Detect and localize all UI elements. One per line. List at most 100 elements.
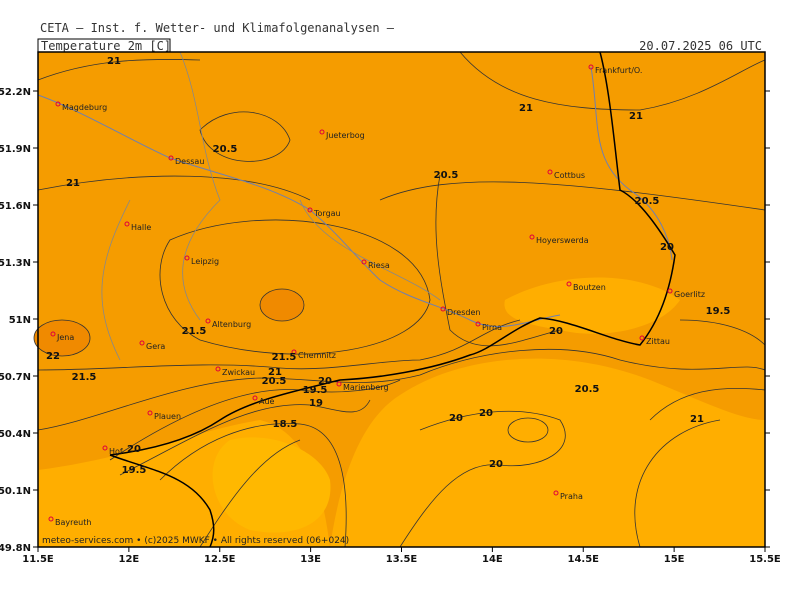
field-cool-south — [212, 437, 331, 533]
city-marker — [50, 331, 56, 337]
contour-label: 19.5 — [706, 306, 731, 317]
x-tick-label: 13E — [300, 554, 321, 565]
city-marker — [48, 516, 54, 522]
isotherm — [37, 349, 766, 431]
city-marker — [667, 288, 673, 294]
city-marker — [639, 335, 645, 341]
city-label: Goerlitz — [674, 290, 705, 299]
city-label: Zittau — [646, 337, 670, 346]
city-marker — [588, 64, 594, 70]
river — [37, 94, 561, 327]
x-tick-label: 13.5E — [386, 554, 418, 565]
contour-label: 20 — [479, 408, 493, 419]
city-label: Jena — [56, 333, 74, 342]
city-marker — [566, 281, 572, 287]
contour-label: 20.5 — [575, 384, 600, 395]
contour-label: 21 — [66, 178, 80, 189]
y-tick-label: 52.2N — [0, 87, 31, 98]
city-marker — [336, 381, 342, 387]
city-marker — [252, 395, 258, 401]
city-label: Dessau — [175, 157, 204, 166]
city-label: Boutzen — [573, 283, 606, 292]
contour-label: 20 — [449, 413, 463, 424]
city-label: Altenburg — [212, 320, 251, 329]
isotherm — [634, 319, 766, 548]
city-marker — [361, 259, 367, 265]
contour-label: 22 — [46, 351, 60, 362]
contour-label: 18.5 — [273, 419, 298, 430]
x-tick-label: 14E — [482, 554, 503, 565]
isotherm — [37, 319, 521, 371]
isotherm — [159, 219, 431, 355]
city-label: Plauen — [154, 412, 181, 421]
contour-label: 20.5 — [434, 170, 459, 181]
x-tick-label: 14.5E — [567, 554, 599, 565]
city-label: Magdeburg — [62, 103, 107, 112]
city-marker — [529, 234, 535, 240]
isotherm — [399, 410, 566, 548]
contour-label: 19 — [309, 398, 323, 409]
border — [109, 454, 215, 548]
city-marker — [184, 255, 190, 261]
contour-label: 19.5 — [122, 465, 147, 476]
border — [109, 51, 676, 456]
x-tick-label: 15E — [664, 554, 685, 565]
isotherm — [159, 423, 347, 548]
contour-label: 20 — [318, 376, 332, 387]
city-marker — [102, 445, 108, 451]
city-marker — [291, 349, 297, 355]
city-label: Aue — [259, 397, 275, 406]
isotherm — [109, 379, 401, 476]
city-label: Riesa — [368, 261, 390, 270]
y-tick-label: 51.9N — [0, 144, 31, 155]
city-label: Praha — [560, 492, 583, 501]
contour-label: 21 — [107, 56, 121, 67]
city-marker — [440, 306, 446, 312]
city-label: Zwickau — [222, 368, 255, 377]
city-label: Chemnitz — [298, 351, 336, 360]
contour-label: 20 — [660, 242, 674, 253]
city-label: Frankfurt/O. — [595, 66, 642, 75]
y-tick-label: 51.3N — [0, 258, 31, 269]
isotherm — [507, 417, 549, 443]
contour-label: 20 — [127, 444, 141, 455]
city-marker — [55, 101, 61, 107]
city-marker — [553, 490, 559, 496]
contour-label: 21.5 — [182, 326, 207, 337]
contour-label: 19.5 — [303, 385, 328, 396]
field-cool — [330, 358, 765, 547]
contour-label: 20.5 — [635, 196, 660, 207]
contour-label: 21 — [268, 367, 282, 378]
isotherm — [199, 111, 291, 162]
city-label: Marienberg — [343, 383, 389, 392]
x-tick-label: 12E — [119, 554, 140, 565]
city-marker — [205, 318, 211, 324]
city-marker — [319, 129, 325, 135]
city-marker — [147, 410, 153, 416]
contour-label: 20 — [489, 459, 503, 470]
city-marker — [139, 340, 145, 346]
y-tick-label: 50.7N — [0, 372, 31, 383]
city-marker — [124, 221, 130, 227]
contour-label: 20.5 — [213, 144, 238, 155]
isotherm — [435, 174, 561, 347]
city-label: Torgau — [313, 209, 341, 218]
contour-label: 21.5 — [72, 372, 97, 383]
y-tick-label: 50.4N — [0, 429, 31, 440]
city-label: Halle — [131, 223, 151, 232]
contour-label: 20.5 — [262, 376, 287, 387]
city-marker — [547, 169, 553, 175]
city-label: Jueterbog — [325, 131, 365, 140]
y-tick-label: 49.8N — [0, 543, 31, 554]
x-tick-label: 11.5E — [22, 554, 54, 565]
city-marker — [215, 366, 221, 372]
isotherm — [37, 175, 766, 211]
y-tick-label: 51.6N — [0, 201, 31, 212]
map-area — [33, 51, 766, 548]
warm-core — [259, 288, 305, 322]
map-title: Temperature_2m [C] — [41, 39, 171, 53]
city-marker — [168, 155, 174, 161]
city-label: Hof — [109, 447, 123, 456]
